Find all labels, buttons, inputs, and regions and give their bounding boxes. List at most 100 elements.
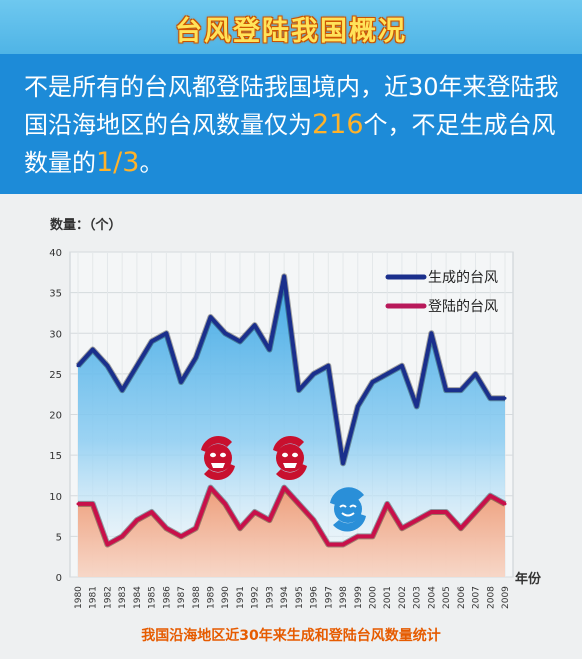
generated-series-point	[356, 404, 360, 408]
generated-series-point	[150, 339, 154, 343]
landed-series-point	[76, 502, 80, 506]
landed-series-point	[356, 534, 360, 538]
generated-series-point	[474, 372, 478, 376]
landed-series-point	[91, 502, 95, 506]
legend: 生成的台风 登陆的台风	[385, 270, 498, 315]
y-tick-label: 0	[56, 573, 62, 584]
landed-ratio: 1/3	[96, 147, 140, 178]
landed-series-point	[341, 543, 345, 546]
x-tick-label: 2001	[383, 586, 393, 609]
y-tick-label: 40	[49, 248, 62, 259]
landed-series-line	[78, 485, 506, 547]
landed-series-area	[78, 487, 505, 577]
landed-series-point	[297, 502, 301, 506]
x-tick-label: 2002	[398, 586, 408, 609]
generated-series-area	[78, 276, 505, 577]
y-tick-label: 15	[49, 451, 62, 462]
x-tick-label: 2008	[486, 586, 496, 609]
generated-series-point	[503, 396, 507, 400]
generated-series-point	[400, 364, 404, 368]
generated-series-point	[297, 388, 301, 392]
x-tick-label: 1987	[177, 586, 187, 609]
generated-series-point	[76, 364, 80, 368]
generated-series-point	[267, 348, 271, 351]
x-tick-label: 2006	[457, 586, 467, 609]
generated-series-point	[91, 348, 95, 351]
generated-series-point	[194, 356, 198, 360]
x-tick-label: 1999	[354, 586, 364, 609]
landed-series-point	[238, 526, 242, 530]
y-tick-label: 20	[49, 411, 62, 422]
x-tick-label: 1994	[280, 586, 290, 609]
generated-series-point	[135, 364, 139, 368]
x-tick-label: 1985	[148, 586, 158, 609]
x-tick-label: 1998	[339, 586, 349, 609]
landed-series-point	[385, 502, 389, 506]
landed-series-point	[444, 510, 448, 514]
generated-series-point	[415, 404, 419, 408]
x-tick-label: 1991	[236, 586, 246, 609]
x-tick-label: 1993	[265, 586, 275, 609]
x-tick-label: 2003	[413, 586, 423, 609]
generated-series-point	[179, 380, 183, 384]
x-axis-label: 年份	[515, 571, 542, 587]
summary-text-part1: 不是所有的台风都登陆我国境内，近30年来登陆我国沿海地区的台风数量仅为	[24, 73, 559, 139]
landed-series-point	[474, 510, 478, 514]
summary-text: 不是所有的台风都登陆我国境内，近30年来登陆我国沿海地区的台风数量仅为216个，…	[24, 68, 569, 182]
summary-text-part2: 个，不足生成台风数量的	[24, 111, 556, 177]
landed-series-point	[429, 510, 433, 514]
y-tick-label: 35	[49, 289, 62, 300]
x-tick-label: 1984	[133, 586, 143, 609]
x-tick-label: 1990	[221, 586, 231, 609]
x-tick-label: 1982	[103, 586, 113, 609]
x-tick-label: 2007	[472, 586, 482, 609]
landed-series-point	[503, 502, 507, 506]
landed-series-point	[370, 534, 374, 538]
landed-series-point	[135, 518, 139, 522]
summary-text-part3: 。	[139, 149, 164, 177]
landed-series-point	[282, 486, 286, 490]
generated-series-point	[312, 372, 316, 376]
legend-label-generated: 生成的台风	[428, 270, 498, 286]
y-tick-label: 25	[49, 370, 62, 381]
generated-series-point	[164, 331, 168, 335]
generated-series-point	[105, 364, 109, 368]
y-tick-label: 10	[49, 492, 62, 503]
generated-series-point	[120, 388, 124, 392]
generated-series-point	[429, 331, 433, 335]
landed-series-point	[120, 534, 124, 538]
typhoon-chart: 0 5 10 15 20 25 30 35 40 1980 1981 1982 1983 1984 1985…	[49, 217, 542, 609]
generated-series-point	[282, 274, 286, 278]
y-axis-label: 数量：（个）	[50, 217, 122, 233]
landed-series-point	[459, 526, 463, 530]
x-tick-label: 1988	[192, 586, 202, 609]
typhoon-blue-icon	[330, 487, 366, 532]
x-tick-label: 1980	[74, 586, 84, 609]
landed-series-point	[267, 518, 271, 522]
landed-series-point	[209, 486, 213, 490]
generated-series-point	[341, 461, 345, 465]
landed-series-point	[194, 526, 198, 530]
landed-series-point	[253, 510, 257, 514]
x-tick-label: 1995	[295, 586, 305, 609]
chart-caption: 我国沿海地区近30年来生成和登陆台风数量统计	[141, 628, 441, 644]
landed-series-point	[223, 502, 227, 506]
generated-series-point	[444, 388, 448, 392]
typhoon-red-icon	[273, 435, 307, 481]
generated-series-point	[385, 372, 389, 376]
landed-series-point	[150, 510, 154, 514]
page-title: 台风登陆我国概况	[175, 16, 407, 47]
generated-series-point	[326, 364, 330, 368]
header-bar: 台风登陆我国概况	[0, 0, 582, 54]
x-tick-label: 2000	[368, 586, 378, 609]
generated-series-point	[370, 380, 374, 384]
generated-series-point	[459, 388, 463, 392]
generated-series-point	[488, 396, 492, 400]
y-tick-label: 30	[49, 329, 62, 340]
landed-series-point	[312, 518, 316, 522]
generated-series-point	[238, 339, 242, 343]
generated-series-point	[223, 331, 227, 335]
landed-series-point	[326, 543, 330, 546]
landed-series-point	[488, 494, 492, 498]
summary-banner: 不是所有的台风都登陆我国境内，近30年来登陆我国沿海地区的台风数量仅为216个，…	[0, 54, 582, 194]
